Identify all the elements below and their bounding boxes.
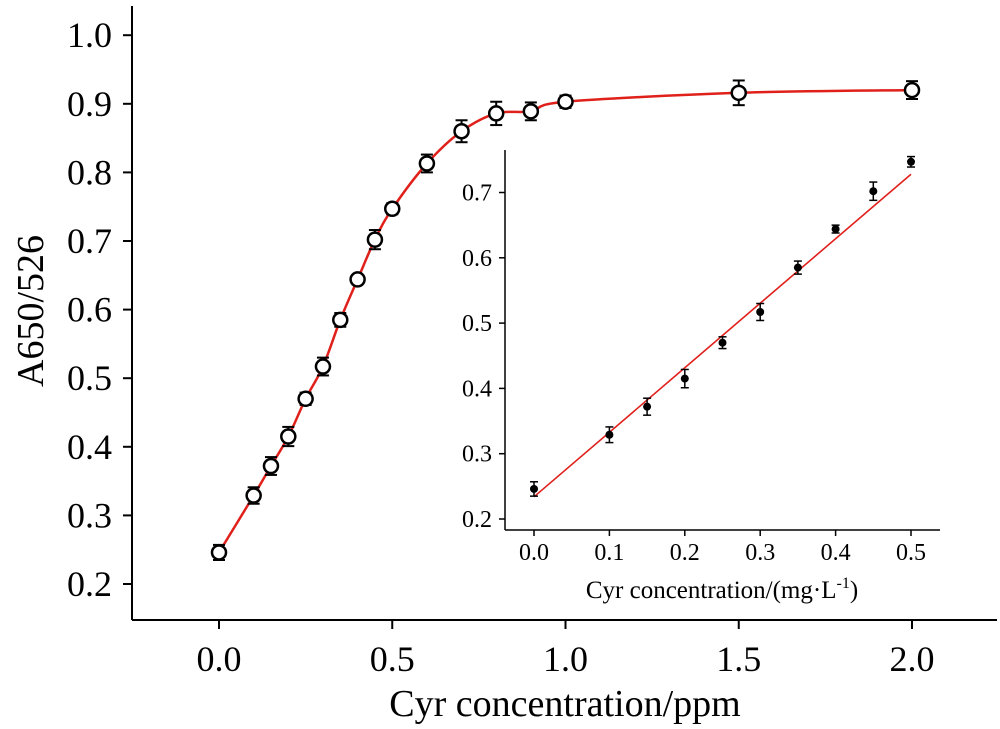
main-x-tick-label: 0.5 [370,639,415,679]
inset-data-point [643,402,652,411]
inset-data-point [718,338,727,347]
main-data-point [262,457,280,475]
main-data-point [384,200,401,218]
inset-data-point [907,157,915,166]
main-data-point [245,487,262,504]
inset-y-tick-label: 0.3 [462,442,492,468]
inset-x-tick-label: 0.1 [594,540,624,566]
inset-x-tick-label: 0.3 [745,540,775,566]
main-data-point [297,390,314,408]
main-data-point [730,84,747,102]
inset-x-axis-label-main: Cyr concentration/(mg·L [586,577,837,604]
inset-data-point [793,263,802,272]
inset-y-tick-label: 0.5 [462,311,492,337]
inset-y-ticks: 0.2 0.3 0.4 0.5 0.6 0.7 [462,181,505,533]
main-y-tick-label: 0.9 [67,84,112,124]
inset-data-point [530,484,538,493]
main-y-tick-label: 0.7 [67,221,112,261]
main-y-tick-label: 0.5 [67,358,112,398]
inset-background [478,148,950,528]
inset-y-tick-label: 0.2 [462,507,492,533]
main-data-point [314,358,332,375]
main-x-ticks: 0.0 0.5 1.0 1.5 2.0 [197,620,935,679]
main-data-point [557,93,574,110]
main-y-tick-label: 0.6 [67,290,112,330]
main-y-tick-label: 0.2 [67,564,112,604]
inset-y-tick-label: 0.7 [462,181,492,207]
main-y-tick-label: 1.0 [67,15,112,55]
main-data-point [453,122,470,140]
inset-x-tick-label: 0.0 [519,540,549,566]
main-y-tick-label: 0.4 [67,427,112,467]
inset-fit-line [533,173,912,498]
inset-y-tick-label: 0.6 [462,246,492,272]
main-x-tick-label: 1.5 [716,639,761,679]
inset-x-tick-label: 0.5 [896,540,926,566]
main-data-point [210,544,228,561]
inset-x-tick-label: 0.2 [670,540,700,566]
main-data-point [280,428,297,445]
main-data-point [418,155,436,172]
main-x-tick-label: 0.0 [197,639,242,679]
inset-x-ticks: 0.0 0.1 0.2 0.3 0.4 0.5 [519,530,926,566]
main-y-axis-label: A650/526 [10,235,52,387]
main-data-point [522,103,540,120]
inset-data-point [756,307,765,316]
main-data-point [487,105,505,122]
inset-data-point [680,374,689,383]
inset-x-axis-label-end: ) [850,577,858,604]
inset-x-axis-label-superscript: -1 [836,575,849,592]
main-y-ticks: 0.2 0.3 0.4 0.5 0.6 0.7 0.8 0.9 1.0 [67,15,132,604]
main-data-point [903,81,921,99]
inset-x-tick-label: 0.4 [821,540,851,566]
main-x-tick-label: 1.0 [543,639,588,679]
main-y-tick-label: 0.3 [67,495,112,535]
main-plot: 0.0 0.5 1.0 1.5 2.0 0.2 0.3 0.4 0.5 0.6 0.7 0.8 0.9… [10,6,997,725]
inset-x-axis-label: Cyr concentration/(mg·L-1) [586,575,858,604]
main-data-point [366,231,384,248]
main-data-point [349,271,366,288]
inset-data-points [530,155,915,497]
main-y-tick-label: 0.8 [67,152,112,192]
inset-data-point [605,430,614,439]
main-data-point [332,311,349,329]
inset-data-point [869,187,878,196]
main-x-tick-label: 2.0 [890,639,935,679]
inset-data-point [831,225,840,234]
inset-y-tick-label: 0.4 [462,376,492,402]
inset-plot: 0.0 0.1 0.2 0.3 0.4 0.5 0.2 0.3 0.4 0.5 0.6 0.7 Cy… [462,148,950,604]
main-x-axis-label: Cyr concentration/ppm [389,683,740,725]
main-data-points [210,79,921,561]
